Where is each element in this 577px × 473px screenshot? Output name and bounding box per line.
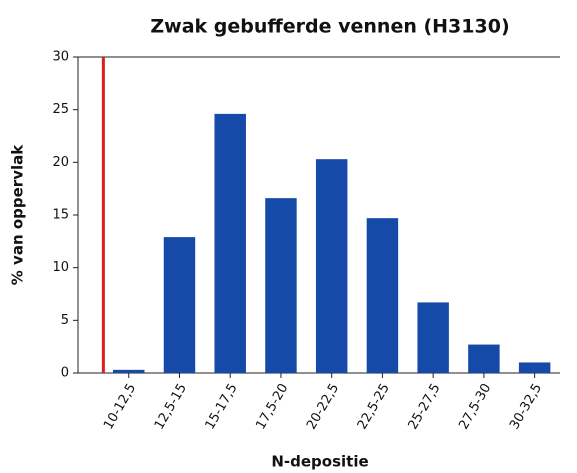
bar	[366, 218, 399, 373]
y-tick-label: 0	[61, 366, 69, 381]
bar	[113, 369, 145, 373]
x-tick-label: 12,5-15	[152, 381, 190, 432]
y-tick-label: 25	[52, 102, 69, 117]
x-tick-label: 25-27,5	[406, 381, 444, 432]
bar	[163, 237, 196, 373]
y-axis-title: % van oppervlak	[9, 144, 27, 285]
bar	[417, 302, 449, 373]
x-tick-label: 30-32,5	[507, 381, 545, 432]
y-tick-label: 30	[52, 50, 69, 65]
bar	[468, 344, 500, 373]
bar	[265, 198, 297, 373]
bar	[315, 159, 348, 373]
y-tick-label: 20	[52, 155, 69, 170]
chart-title: Zwak gebufferde vennen (H3130)	[150, 16, 509, 38]
x-axis-title: N-depositie	[271, 453, 368, 471]
bar	[214, 113, 246, 373]
y-tick-label: 10	[52, 260, 69, 275]
x-tick-label: 20-22,5	[304, 381, 342, 432]
x-tick-label: 22,5-25	[355, 381, 393, 432]
x-tick-label: 27,5-30	[456, 381, 494, 432]
x-tick-label: 15-17,5	[203, 381, 241, 432]
bar	[518, 362, 551, 373]
x-tick-label: 10-12,5	[101, 381, 139, 432]
y-tick-label: 15	[52, 208, 69, 223]
y-tick-label: 5	[61, 313, 69, 328]
x-tick-label: 17,5-20	[253, 381, 291, 432]
